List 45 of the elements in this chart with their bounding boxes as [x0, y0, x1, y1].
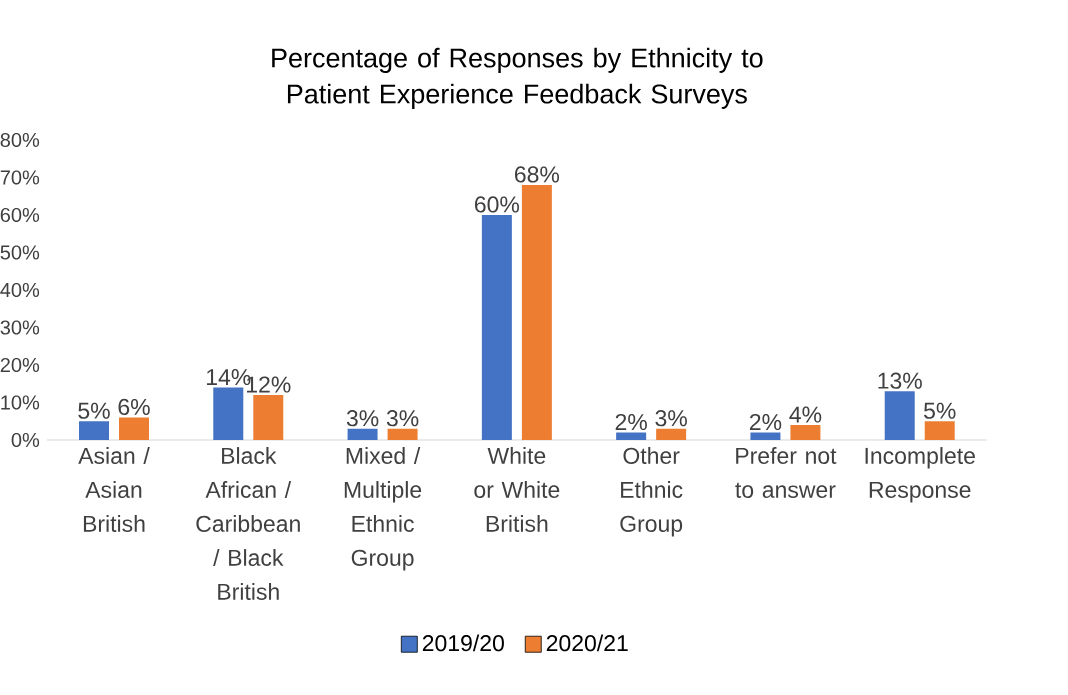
bar — [347, 428, 378, 440]
data-label: 3% — [386, 410, 419, 427]
x-tick-label: White or White British — [474, 447, 560, 532]
y-tick-label: 70% — [0, 170, 40, 185]
y-tick-label: 40% — [0, 282, 40, 298]
y-tick-label: 30% — [0, 320, 40, 335]
bar — [884, 391, 915, 440]
bar — [750, 432, 781, 440]
bar — [656, 428, 687, 440]
bar — [213, 387, 244, 440]
x-tick-label: Incomplete Response — [865, 447, 975, 503]
y-tick-label: 50% — [0, 245, 40, 260]
legend-label: 2020/21 — [546, 634, 628, 652]
bar — [79, 421, 109, 440]
x-tick-label: Other Ethnic Group — [620, 447, 683, 537]
data-label: 5% — [924, 402, 956, 419]
chart-title: Percentage of Responses by Ethnicity to Patient Experience Feedback Surveys — [272, 47, 763, 109]
y-tick-label: 80% — [0, 132, 40, 148]
data-label: 68% — [515, 166, 560, 183]
data-label: 5% — [78, 402, 110, 419]
bar — [521, 185, 552, 440]
x-tick-label: Asian / Asian British — [78, 447, 150, 532]
x-tick-label: Black African / Caribbean / Black British — [196, 447, 300, 600]
x-tick-label: Mixed / Multiple Ethnic Group — [344, 447, 422, 571]
y-tick-label: 20% — [0, 357, 40, 373]
y-tick-label: 0% — [11, 432, 40, 448]
bar — [481, 214, 512, 440]
x-tick-label: Prefer not to answer — [735, 447, 837, 498]
bar — [924, 421, 955, 440]
bar — [119, 417, 150, 440]
y-tick-label: 60% — [0, 207, 40, 223]
data-label: 3% — [346, 410, 379, 427]
bar — [616, 432, 647, 440]
legend-label: 2019/20 — [422, 634, 504, 652]
bar — [253, 395, 284, 440]
data-label: 2% — [749, 413, 782, 431]
y-tick-label: 10% — [1, 395, 40, 410]
data-label: 13% — [878, 372, 922, 389]
bar — [387, 428, 418, 440]
data-label: 4% — [789, 406, 822, 423]
data-label: 6% — [118, 398, 150, 416]
data-label: 3% — [655, 410, 687, 427]
data-label: 60% — [475, 196, 520, 213]
data-label: 2% — [615, 413, 647, 431]
bar — [790, 425, 821, 440]
